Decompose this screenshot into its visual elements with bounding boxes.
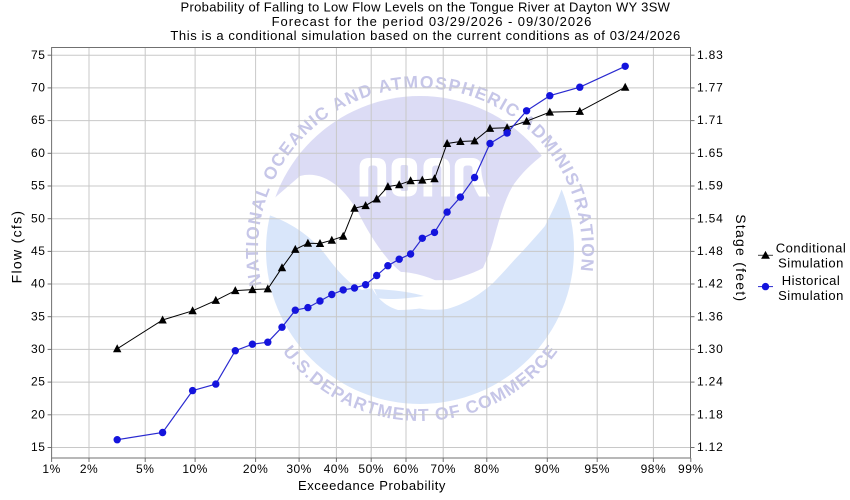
svg-text:90%: 90%	[535, 462, 561, 476]
svg-text:60%: 60%	[393, 462, 419, 476]
svg-text:10%: 10%	[182, 462, 208, 476]
svg-text:1.77: 1.77	[697, 81, 724, 95]
svg-text:70%: 70%	[430, 462, 456, 476]
svg-text:25: 25	[31, 375, 46, 389]
svg-text:20%: 20%	[243, 462, 269, 476]
svg-text:1%: 1%	[42, 462, 60, 476]
svg-text:70: 70	[31, 81, 46, 95]
svg-text:55: 55	[31, 179, 46, 193]
svg-text:40%: 40%	[324, 462, 350, 476]
svg-text:This is a conditional simulati: This is a conditional simulation based o…	[170, 28, 680, 43]
svg-text:Conditional: Conditional	[776, 241, 847, 256]
svg-text:30: 30	[31, 342, 46, 356]
svg-text:1.83: 1.83	[697, 48, 724, 62]
svg-text:Forecast for the period 03/29/: Forecast for the period 03/29/2026 - 09/…	[272, 14, 593, 29]
svg-text:45: 45	[31, 244, 46, 258]
svg-text:1.59: 1.59	[697, 179, 724, 193]
svg-text:60: 60	[31, 146, 46, 160]
svg-text:Flow (cfs): Flow (cfs)	[9, 210, 25, 284]
svg-text:1.36: 1.36	[697, 309, 724, 323]
svg-text:1.24: 1.24	[697, 375, 724, 389]
svg-text:30%: 30%	[286, 462, 312, 476]
svg-text:50%: 50%	[358, 462, 384, 476]
svg-text:80%: 80%	[474, 462, 500, 476]
svg-text:98%: 98%	[641, 462, 667, 476]
svg-text:40: 40	[31, 277, 46, 291]
svg-text:20: 20	[31, 407, 46, 421]
svg-text:5%: 5%	[136, 462, 154, 476]
svg-text:Simulation: Simulation	[778, 256, 844, 271]
svg-text:75: 75	[31, 48, 46, 62]
svg-text:1.12: 1.12	[697, 440, 724, 454]
svg-text:1.65: 1.65	[697, 146, 724, 160]
svg-text:Stage (feet): Stage (feet)	[733, 214, 749, 302]
svg-text:35: 35	[31, 309, 46, 323]
svg-text:Simulation: Simulation	[778, 288, 844, 303]
svg-text:95%: 95%	[584, 462, 610, 476]
svg-text:Probability of Falling to Low: Probability of Falling to Low Flow Level…	[181, 0, 671, 15]
svg-text:50: 50	[31, 211, 46, 225]
svg-text:1.71: 1.71	[697, 113, 724, 127]
svg-text:99%: 99%	[678, 462, 704, 476]
svg-text:1.18: 1.18	[697, 407, 724, 421]
svg-text:1.54: 1.54	[697, 211, 724, 225]
svg-text:65: 65	[31, 113, 46, 127]
svg-text:Exceedance Probability: Exceedance Probability	[298, 478, 446, 493]
svg-text:1.30: 1.30	[697, 342, 724, 356]
svg-text:2%: 2%	[80, 462, 98, 476]
svg-text:Historical: Historical	[782, 273, 840, 288]
svg-text:15: 15	[31, 440, 46, 454]
svg-text:1.42: 1.42	[697, 277, 724, 291]
svg-text:1.48: 1.48	[697, 244, 724, 258]
